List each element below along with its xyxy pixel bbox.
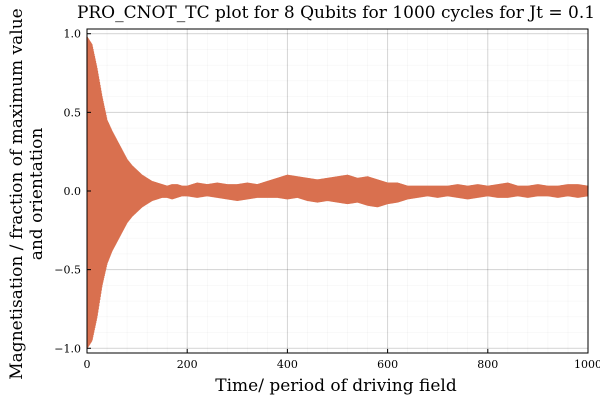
y-axis-label-line-1: Magnetisation / fraction of maximum valu… [7, 8, 27, 379]
y-tick-label: −1.0 [54, 342, 81, 355]
x-tick-label: 0 [84, 358, 91, 371]
x-tick-label: 200 [177, 358, 198, 371]
y-tick-label: 0.0 [64, 185, 82, 198]
x-tick-label: 800 [477, 358, 498, 371]
y-axis-label-line-2: and orientation [27, 128, 47, 261]
x-tick-label: 600 [377, 358, 398, 371]
x-axis-label: Time/ period of driving field [215, 376, 457, 396]
chart-title: PRO_CNOT_TC plot for 8 Qubits for 1000 c… [77, 3, 595, 23]
x-tick-label: 400 [277, 358, 298, 371]
y-tick-label: 1.0 [64, 28, 82, 41]
x-tick-label: 1000 [574, 358, 600, 371]
y-tick-label: −0.5 [54, 264, 81, 277]
y-tick-label: 0.5 [64, 106, 82, 119]
